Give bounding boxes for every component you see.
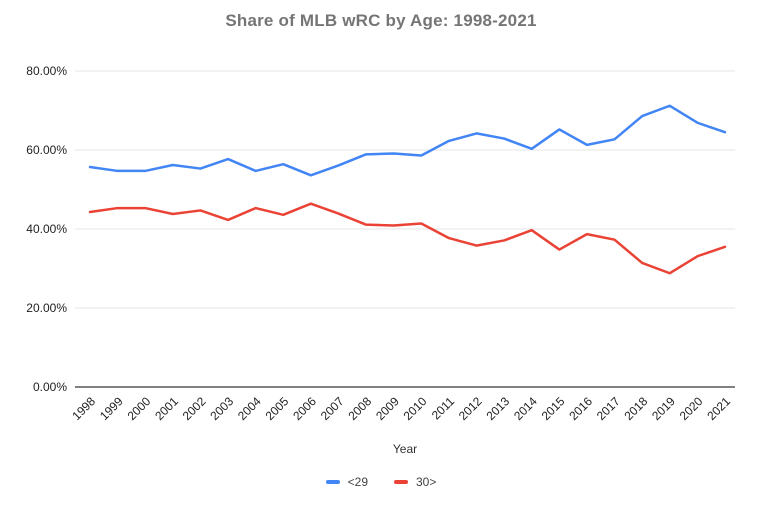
x-tick-label: 2004 [235,394,264,423]
x-axis-title: Year [392,442,418,456]
y-tick-label: 0.00% [33,380,67,394]
x-tick-label: 2002 [180,394,209,423]
x-tick-label: 1998 [69,394,98,423]
series-line-over30 [88,202,727,275]
x-tick-label: 2011 [429,394,457,422]
x-tick-label: 2014 [511,394,540,423]
x-tick-label: 2021 [704,394,733,423]
x-tick-label: 2003 [207,394,236,423]
x-tick-label: 2018 [622,394,651,423]
x-tick-label: 2015 [539,394,568,423]
y-tick-label: 80.00% [26,64,67,78]
x-tick-label: 2008 [345,394,374,423]
x-tick-label: 2010 [401,394,430,423]
legend-label-over30: 30> [416,475,437,489]
legend: <29 30> [0,475,762,489]
x-tick-label: 2016 [566,394,595,423]
x-tick-label: 2020 [677,394,706,423]
y-tick-label: 60.00% [26,143,67,157]
y-tick-label: 20.00% [26,301,67,315]
x-tick-label: 2017 [594,394,623,423]
x-tick-label: 2007 [318,394,347,423]
x-tick-label: 2000 [125,394,154,423]
legend-item-under29: <29 [325,475,368,489]
y-tick-label: 40.00% [26,222,67,236]
x-tick-label: 2001 [152,394,181,423]
x-tick-label: 2012 [456,394,485,423]
legend-item-over30: 30> [394,475,436,489]
x-tick-label: 2006 [290,394,319,423]
x-tick-label: 2013 [483,394,512,423]
series-line-under29 [88,104,727,177]
legend-label-under29: <29 [347,475,368,489]
legend-swatch-red-icon [394,480,408,484]
x-tick-label: 2009 [373,394,402,423]
legend-swatch-blue-icon [325,480,340,484]
x-tick-label: 1999 [97,394,126,423]
chart-title: Share of MLB wRC by Age: 1998-2021 [225,11,537,30]
x-tick-label: 2019 [649,394,678,423]
x-tick-label: 2005 [263,394,292,423]
